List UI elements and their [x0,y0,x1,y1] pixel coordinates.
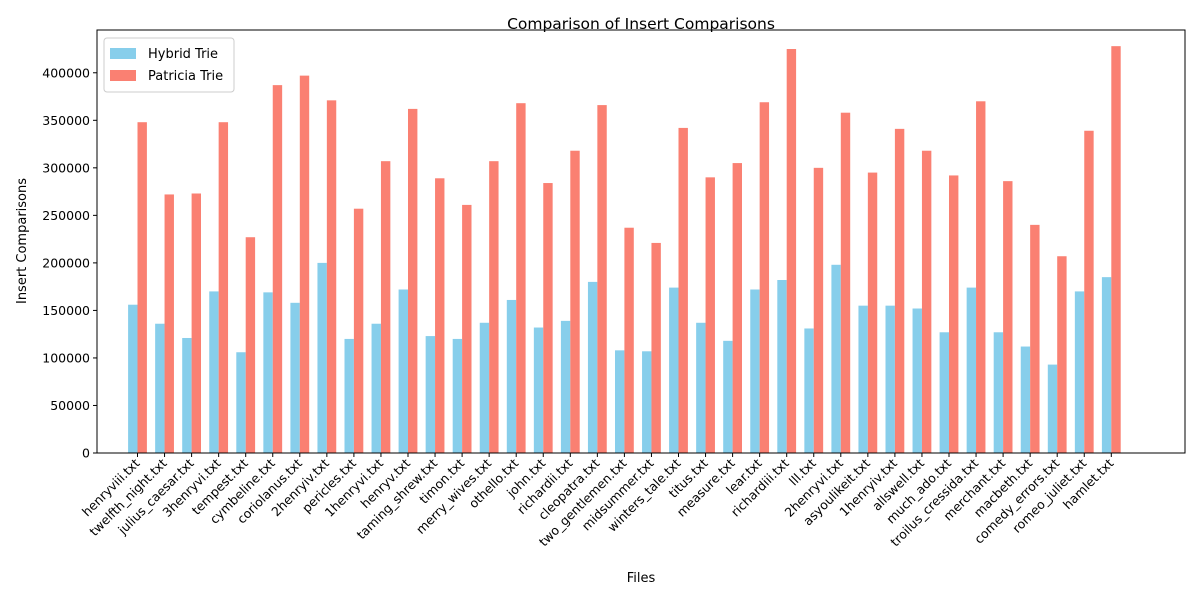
bar-hybrid-trie [723,340,733,453]
bar-patricia-trie [1003,181,1013,453]
bar-hybrid-trie [858,305,868,453]
bar-hybrid-trie [236,352,246,453]
y-tick-label: 400000 [42,65,90,80]
bar-hybrid-trie [615,350,625,453]
bar-patricia-trie [597,105,607,453]
bar-patricia-trie [624,227,634,453]
x-axis-ticks: henryviii.txttwelfth_night.txtjulius_cae… [79,453,1116,549]
bar-patricia-trie [380,161,391,453]
bar-hybrid-trie [263,292,273,453]
bar-hybrid-trie [1047,364,1058,453]
bar-patricia-trie [1030,224,1040,453]
bar-hybrid-trie [560,320,571,453]
bar-patricia-trie [543,183,553,453]
bar-patricia-trie [705,177,715,453]
bar-patricia-trie [245,237,256,453]
bar-hybrid-trie [939,332,949,453]
bar-patricia-trie [678,127,688,453]
legend-label-hybrid-trie: Hybrid Trie [148,47,218,62]
bar-patricia-trie [759,102,770,453]
bar-hybrid-trie [155,323,165,453]
bar-hybrid-trie [1101,277,1112,453]
bar-patricia-trie [651,242,661,453]
bar-hybrid-trie [371,323,381,453]
bar-hybrid-trie [344,338,354,453]
bar-hybrid-trie [993,332,1004,453]
bar-hybrid-trie [479,322,490,453]
legend-swatch-patricia-trie [110,70,136,81]
y-tick-label: 100000 [42,350,90,365]
y-axis-label: Insert Comparisons [15,178,30,304]
bar-patricia-trie [976,101,986,453]
legend: Hybrid Trie Patricia Trie [103,37,235,93]
bar-patricia-trie [137,122,147,453]
bar-hybrid-trie [831,264,841,453]
y-tick-label: 50000 [50,398,90,413]
bar-hybrid-trie [452,338,463,453]
bar-patricia-trie [299,75,310,454]
bar-patricia-trie [949,175,959,453]
bar-hybrid-trie [750,289,760,453]
bar-patricia-trie [786,49,797,454]
bar-patricia-trie [353,208,364,453]
bar-patricia-trie [921,150,932,453]
bar-hybrid-trie [669,287,679,453]
bar-hybrid-trie [128,304,138,453]
bar-hybrid-trie [506,299,517,453]
bar-patricia-trie [840,112,851,453]
bar-patricia-trie [813,167,824,453]
bar-hybrid-trie [425,336,436,453]
bar-hybrid-trie [696,322,706,453]
bar-patricia-trie [570,150,580,453]
bar-hybrid-trie [317,262,327,453]
bar-hybrid-trie [182,337,192,453]
bar-hybrid-trie [777,279,787,453]
bar-patricia-trie [326,100,337,453]
bar-hybrid-trie [642,351,652,453]
bar-patricia-trie [191,193,201,453]
y-tick-label: 0 [82,446,90,461]
y-axis-ticks: 0 50000 100000 150000 200000 250000 300000 3500… [42,65,97,461]
x-axis-label: Files [627,571,656,586]
plot-frame [96,29,1186,454]
bar-patricia-trie [435,178,445,453]
bar-hybrid-trie [966,287,977,453]
bar-patricia-trie [732,163,742,453]
bar-patricia-trie [1111,46,1121,454]
bar-hybrid-trie [912,308,922,453]
bar-patricia-trie [218,122,229,453]
bar-patricia-trie [489,161,499,453]
bar-hybrid-trie [533,327,544,453]
chart-title: Comparison of Insert Comparisons [507,15,775,33]
bar-patricia-trie [1057,256,1067,453]
bar-hybrid-trie [1020,346,1031,453]
legend-label-patricia-trie: Patricia Trie [148,69,223,84]
legend-swatch-hybrid-trie [110,48,136,59]
legend-frame [103,37,235,93]
y-tick-label: 150000 [42,303,90,318]
y-tick-label: 200000 [42,255,90,270]
bar-hybrid-trie [209,291,219,453]
bar-patricia-trie [1084,130,1094,453]
bar-hybrid-trie [398,289,408,453]
y-tick-label: 250000 [42,208,90,223]
bar-hybrid-trie [1074,291,1085,453]
bars [128,46,1121,454]
bar-patricia-trie [894,128,905,453]
bar-patricia-trie [272,85,283,454]
bar-patricia-trie [408,108,418,453]
bar-hybrid-trie [885,305,895,453]
bar-hybrid-trie [804,328,814,453]
bar-hybrid-trie [587,281,598,453]
bar-patricia-trie [164,194,174,453]
bar-patricia-trie [462,204,472,453]
y-tick-label: 350000 [42,113,90,128]
bar-patricia-trie [867,172,878,453]
y-tick-label: 300000 [42,160,90,175]
bar-hybrid-trie [290,302,300,453]
bar-patricia-trie [516,103,526,453]
